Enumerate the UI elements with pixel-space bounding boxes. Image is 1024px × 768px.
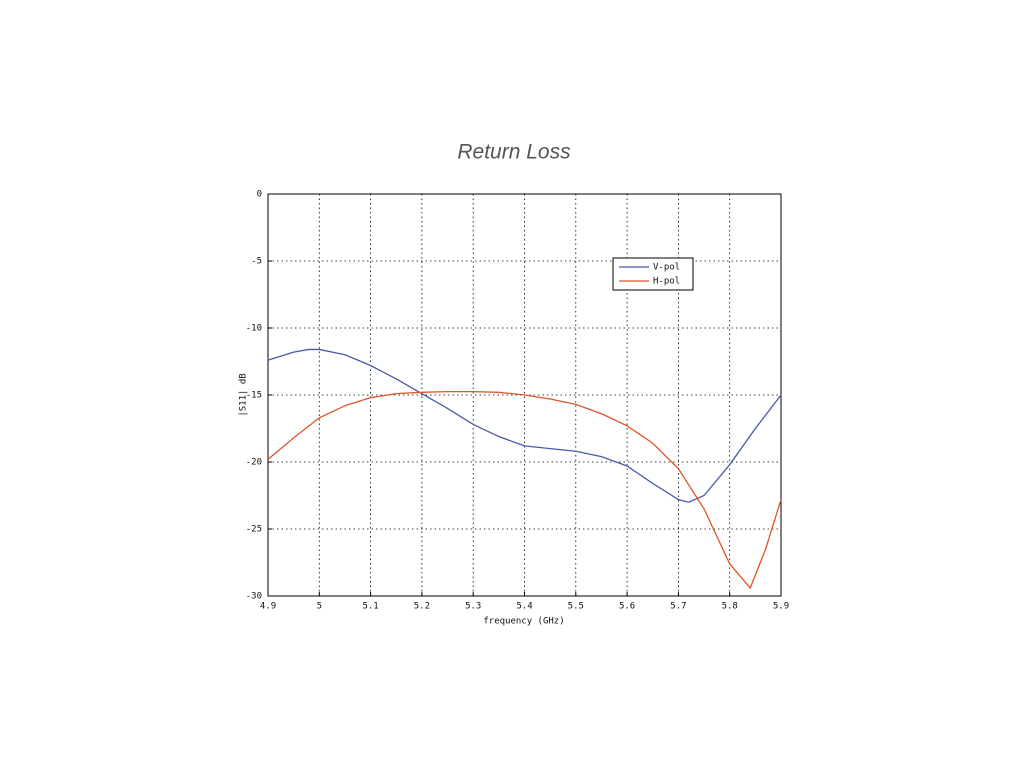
x-axis-label: frequency (GHz) (483, 617, 564, 627)
y-tick-label: -15 (246, 391, 262, 401)
legend-box (612, 257, 694, 291)
x-tick-label: 5.8 (722, 602, 738, 612)
y-axis-label: |S11| dB (239, 373, 249, 416)
y-tick-label: -30 (246, 592, 262, 602)
series-line (267, 391, 782, 590)
x-tick-label: 5.6 (619, 602, 635, 612)
x-tick-label: 5.9 (773, 602, 789, 612)
x-tick-label: 5.2 (414, 602, 430, 612)
x-tick-label: 5.1 (362, 602, 378, 612)
y-tick-label: -25 (246, 525, 262, 535)
x-tick-label: 5.7 (670, 602, 686, 612)
y-tick-label: 0 (257, 190, 262, 200)
y-tick-label: -20 (246, 458, 262, 468)
legend-label: V-pol (653, 263, 680, 273)
series-line (267, 348, 782, 503)
x-tick-label: 5.4 (516, 602, 532, 612)
y-tick-label: -5 (251, 257, 262, 267)
chart-title: Return Loss (457, 141, 571, 164)
x-tick-label: 5.3 (465, 602, 481, 612)
y-tick-label: -10 (246, 324, 262, 334)
x-tick-label: 5.5 (568, 602, 584, 612)
x-tick-label: 5 (317, 602, 322, 612)
legend-label: H-pol (653, 277, 680, 287)
x-tick-label: 4.9 (260, 602, 276, 612)
